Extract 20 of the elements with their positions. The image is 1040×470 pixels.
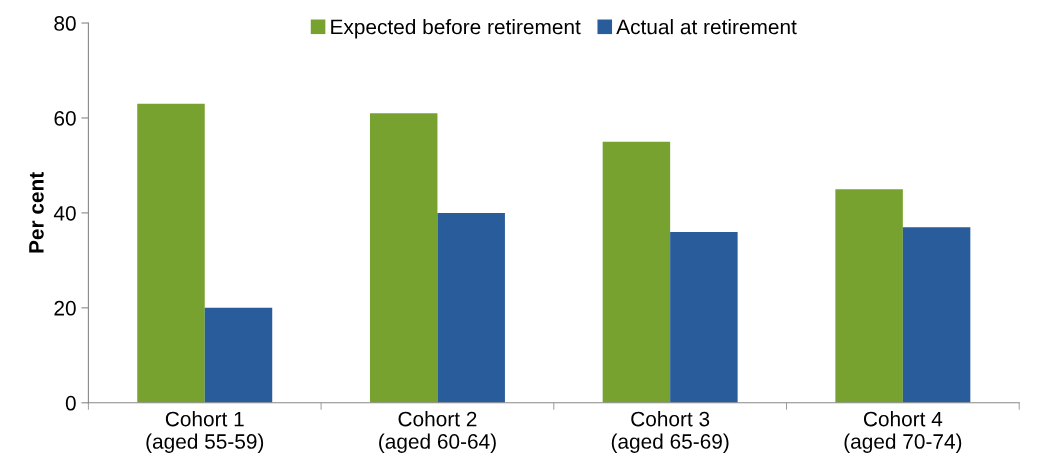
y-tick-label: 80: [54, 16, 76, 31]
x-tick-label: Cohort 3 (aged 65-69): [611, 411, 729, 453]
bar: [369, 113, 438, 403]
bar: [602, 141, 671, 403]
bar: [437, 212, 505, 403]
y-tick-label: 20: [54, 300, 76, 316]
y-tick-label: 60: [54, 110, 76, 126]
x-tick-label: Cohort 1 (aged 55-59): [146, 411, 264, 453]
bar: [204, 307, 273, 403]
bar: [137, 103, 205, 403]
x-tick-label: Cohort 4 (aged 70-74): [844, 411, 962, 453]
y-tick-label: 40: [53, 205, 76, 221]
bar: [670, 231, 738, 403]
y-tick-label: 0: [65, 395, 76, 411]
bar: [902, 227, 971, 403]
legend-label: Expected before retirement: [331, 18, 581, 39]
bar: [835, 189, 903, 403]
x-tick-label: Cohort 2 (aged 60-64): [379, 411, 496, 453]
legend-label: Actual at retirement: [616, 18, 797, 35]
y-axis-title: Per cent: [29, 172, 44, 253]
